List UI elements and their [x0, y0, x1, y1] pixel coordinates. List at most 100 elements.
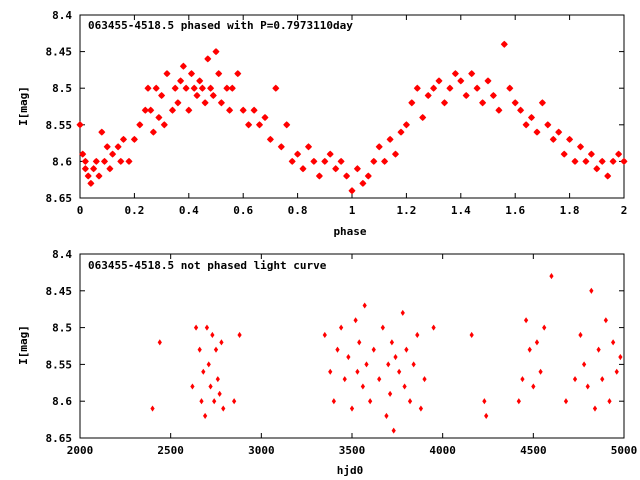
- data-point: [95, 172, 103, 180]
- data-point: [210, 331, 215, 338]
- data-point: [339, 324, 344, 331]
- x-axis-label: phase: [333, 225, 366, 238]
- data-point: [446, 84, 454, 92]
- data-point: [90, 165, 98, 173]
- data-point: [337, 157, 345, 165]
- data-point: [119, 135, 128, 143]
- data-point: [130, 135, 138, 143]
- data-point: [592, 405, 598, 412]
- data-point: [582, 157, 590, 165]
- data-point: [217, 390, 222, 397]
- data-point: [217, 99, 225, 107]
- data-point: [430, 84, 438, 92]
- data-point: [193, 324, 199, 331]
- data-point: [384, 412, 389, 419]
- data-point: [563, 398, 569, 405]
- x-tick-label: 1.6: [505, 204, 525, 217]
- data-point: [160, 121, 168, 129]
- data-point: [435, 77, 443, 85]
- data-point: [596, 346, 601, 353]
- data-point: [209, 91, 217, 100]
- data-point: [484, 412, 489, 419]
- data-point: [585, 383, 590, 390]
- data-point: [538, 99, 546, 107]
- data-point: [141, 106, 149, 114]
- y-tick-label: 8.65: [46, 432, 73, 445]
- chart-title: 063455-4518.5 phased with P=0.7973110day: [88, 19, 353, 32]
- data-point: [581, 361, 587, 368]
- phased-light-curve-panel: 063455-4518.5 phased with P=0.7973110day…: [17, 9, 628, 238]
- x-tick-label: 0.2: [124, 204, 144, 217]
- data-point: [98, 128, 106, 136]
- data-point: [294, 150, 302, 158]
- data-point: [380, 324, 385, 331]
- data-point: [589, 287, 594, 294]
- axis-ticks: 2000 2500 3000 3500 4000 4500 5000 8.4 8.45 8.5 8.…: [46, 248, 638, 457]
- data-point: [125, 157, 133, 165]
- data-point: [415, 331, 420, 338]
- data-point: [402, 383, 407, 390]
- data-point: [603, 317, 608, 324]
- data-point: [393, 354, 398, 361]
- data-point: [614, 368, 619, 375]
- data-point: [84, 172, 92, 180]
- data-point: [204, 324, 210, 331]
- data-point: [370, 157, 378, 165]
- x-tick-label: 4000: [429, 444, 456, 457]
- data-point: [604, 172, 612, 180]
- data-point: [520, 376, 525, 383]
- data-point: [100, 157, 109, 165]
- axis-ticks: 0 0.2 0.4 0.6 0.8 1 1.2 1.4 1.6 1.8 2 8.4 8.45 8.5 8.5…: [46, 9, 628, 217]
- data-point: [199, 398, 204, 405]
- x-tick-label: 1.8: [560, 204, 580, 217]
- data-point: [360, 383, 365, 390]
- data-point: [179, 62, 187, 70]
- data-point: [332, 165, 340, 173]
- data-point: [560, 150, 568, 158]
- data-point: [572, 376, 578, 383]
- x-tick-label: 0.6: [233, 204, 253, 217]
- data-point: [149, 128, 157, 136]
- data-point: [404, 346, 409, 353]
- data-point: [348, 187, 356, 195]
- data-point: [355, 368, 360, 375]
- data-point: [157, 339, 162, 346]
- data-point: [114, 143, 122, 151]
- data-point: [226, 106, 234, 114]
- data-point: [331, 398, 336, 405]
- data-point: [193, 91, 201, 100]
- data-point: [517, 106, 525, 114]
- data-point: [328, 368, 333, 375]
- data-point: [391, 427, 396, 434]
- data-point: [221, 405, 226, 412]
- x-tick-label: 0: [77, 204, 84, 217]
- data-point: [203, 412, 208, 419]
- data-point: [469, 331, 474, 338]
- data-point: [468, 70, 476, 78]
- data-point: [523, 317, 529, 324]
- data-point: [397, 368, 402, 375]
- data-point: [500, 40, 508, 48]
- y-tick-label: 8.55: [46, 358, 73, 371]
- data-point: [538, 368, 543, 375]
- data-point: [215, 70, 223, 78]
- data-point: [364, 172, 372, 180]
- data-point: [611, 339, 616, 346]
- data-point: [212, 398, 217, 405]
- y-tick-label: 8.55: [46, 119, 73, 132]
- data-point: [407, 398, 413, 405]
- data-point: [215, 376, 220, 383]
- data-point: [387, 390, 393, 397]
- y-tick-label: 8.5: [52, 322, 72, 335]
- data-point: [185, 106, 193, 114]
- data-point: [310, 157, 318, 165]
- data-point: [479, 99, 487, 107]
- y-tick-label: 8.6: [52, 155, 72, 168]
- data-point: [321, 157, 329, 165]
- data-point: [555, 128, 563, 136]
- data-point: [237, 331, 242, 338]
- data-point: [117, 157, 125, 165]
- data-point: [219, 339, 224, 346]
- data-point: [343, 172, 351, 180]
